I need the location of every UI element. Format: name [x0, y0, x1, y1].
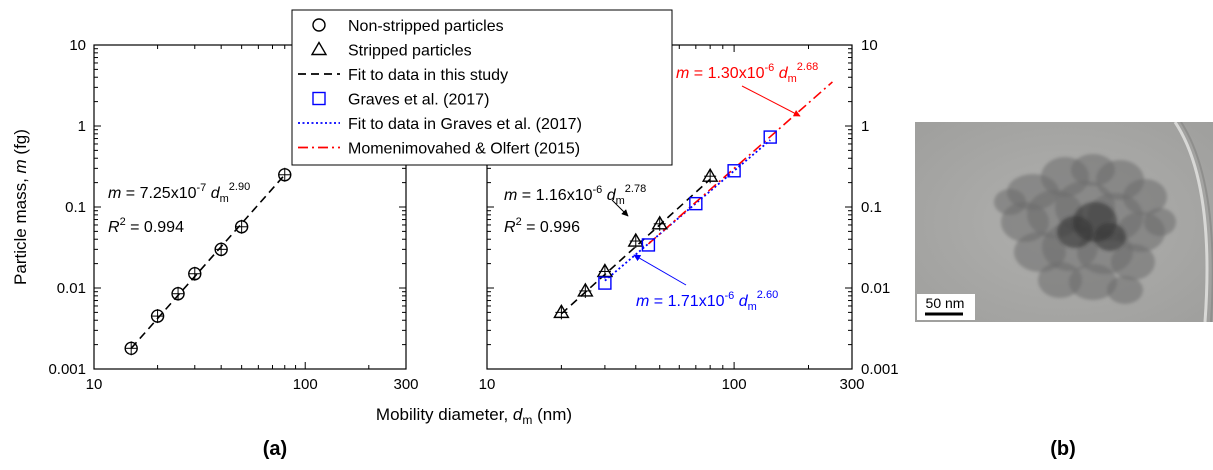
legend-symbol-triangle: [310, 41, 328, 56]
legend-label: Graves et al. (2017): [348, 92, 489, 109]
x-axis-title: Mobility diameter, dm (nm): [376, 405, 572, 427]
r-squared-b: R2 = 0.996: [504, 216, 580, 236]
y-axis-title: Particle mass, m (fg): [11, 129, 30, 285]
y-tick-label-right: 0.1: [861, 199, 882, 216]
legend-item: Momenimovahed & Olfert (2015): [298, 141, 580, 158]
equation-b-graves: m = 1.71x10-6 dm2.60: [636, 289, 778, 313]
arrow-graves: [633, 254, 687, 286]
data-point: [689, 196, 703, 211]
y-tick-label-right: 0.01: [861, 280, 890, 297]
scale-bar-label: 50 nm: [926, 295, 965, 311]
data-point: [727, 164, 741, 178]
legend-box: [291, 9, 673, 166]
fit-line: [647, 81, 833, 245]
legend-label: Momenimovahed & Olfert (2015): [348, 141, 580, 158]
r-squared-a: R2 = 0.994: [108, 216, 184, 236]
legend-item: Stripped particles: [310, 41, 472, 60]
y-tick-label-right: 1: [861, 118, 869, 135]
legend-label: Fit to data in this study: [348, 67, 508, 84]
x-tick-label: 10: [479, 376, 496, 393]
legend-symbol-circle: [312, 18, 326, 32]
y-tick-label-right: 10: [861, 37, 878, 54]
legend-item: Non-stripped particles: [312, 18, 504, 35]
y-tick-label-right: 0.001: [861, 361, 899, 378]
legend-symbol-square: [312, 91, 326, 106]
x-tick-label: 300: [839, 376, 864, 393]
tem-micrograph: 50 nm: [915, 122, 1213, 322]
y-tick-label: 1: [78, 118, 86, 135]
equation-b-this-study: m = 1.16x10-6 dm2.78: [504, 183, 646, 207]
y-tick-label: 0.01: [57, 280, 86, 297]
legend-label: Fit to data in Graves et al. (2017): [348, 116, 582, 133]
x-tick-label: 300: [393, 376, 418, 393]
x-tick-label: 100: [722, 376, 747, 393]
y-tick-label: 0.1: [65, 199, 86, 216]
data-points: [124, 130, 777, 356]
legend: Non-stripped particles Stripped particles…: [291, 9, 673, 166]
x-tick-label: 10: [86, 376, 103, 393]
legend-item: Fit to data in this study: [298, 67, 508, 84]
data-point: [598, 276, 612, 290]
arrow-this-study: [611, 199, 629, 217]
x-tick-label: 100: [293, 376, 318, 393]
panel-label-a: (a): [263, 438, 287, 460]
equation-a: m = 7.25x10-7 dm2.90: [108, 181, 250, 205]
panel-label-b: (b): [1050, 438, 1076, 460]
y-tick-label: 10: [69, 37, 86, 54]
legend-label: Non-stripped particles: [348, 18, 504, 35]
data-point: [763, 130, 777, 144]
scale-bar-background: [917, 294, 975, 320]
legend-item: Fit to data in Graves et al. (2017): [298, 116, 582, 133]
y-tick-label: 0.001: [48, 361, 86, 378]
legend-label: Stripped particles: [348, 43, 472, 60]
legend-item: Graves et al. (2017): [312, 91, 489, 109]
data-point: [641, 238, 656, 252]
fit-line: [604, 139, 771, 282]
arrow-momenimovahed: [741, 85, 801, 117]
equation-b-momenimovahed: m = 1.30x10-6 dm2.68: [676, 61, 818, 85]
